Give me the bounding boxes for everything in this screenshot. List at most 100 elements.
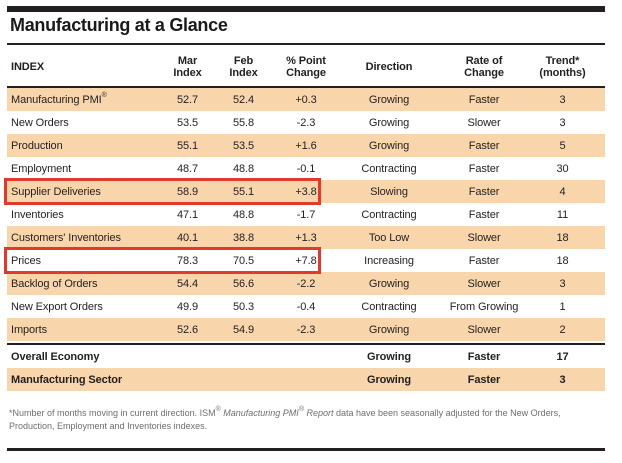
cell-change: +3.8 (295, 185, 317, 198)
table-header-row: INDEX Mar Index Feb Index % Point Change… (7, 48, 605, 88)
header-line: Feb (233, 55, 254, 67)
cell-trend: 4 (559, 185, 566, 198)
cell-trend: 5 (559, 139, 566, 152)
col-header-rate-of-change: Rate of Change (438, 55, 530, 79)
title-rule (7, 43, 605, 45)
cell-feb: 52.4 (232, 93, 254, 106)
cell-direction: Slowing (370, 185, 408, 198)
cell-mar: 54.4 (176, 277, 198, 290)
cell-feb: 50.3 (232, 300, 254, 313)
cell-feb: 38.8 (232, 231, 254, 244)
footnote-segment: *Number of months moving in current dire… (9, 408, 216, 418)
cell-direction: Contracting (361, 162, 417, 175)
cell-trend: 3 (559, 116, 566, 129)
header-line: Change (464, 67, 504, 79)
cell-change: +1.6 (295, 139, 317, 152)
cell-change: -2.3 (296, 116, 316, 129)
cell-rate: Faster (467, 373, 501, 386)
top-rule (7, 6, 605, 12)
cell-feb: 70.5 (232, 254, 254, 267)
index-label: Manufacturing PMI (11, 93, 102, 106)
cell-direction: Too Low (368, 231, 410, 244)
cell-trend: 3 (559, 93, 566, 106)
cell-direction: Growing (367, 373, 411, 386)
cell-index: Supplier Deliveries (11, 185, 101, 198)
registered-mark: ® (101, 91, 107, 99)
cell-index: Employment (11, 162, 72, 175)
cell-trend: 30 (556, 162, 569, 175)
table-row-inventories: Inventories 47.1 48.8 -1.7 Contracting F… (7, 203, 605, 226)
cell-change: +7.8 (295, 254, 317, 267)
cell-direction: Contracting (361, 300, 417, 313)
cell-feb: 56.6 (232, 277, 254, 290)
cell-rate: From Growing (449, 300, 519, 313)
cell-index: Manufacturing PMI® (7, 91, 160, 106)
cell-rate: Faster (468, 162, 500, 175)
cell-rate: Slower (467, 116, 501, 129)
cell-change: -0.4 (296, 300, 316, 313)
cell-mar: 52.7 (176, 93, 198, 106)
cell-rate: Faster (468, 254, 500, 267)
table-row-backlog-of-orders: Backlog of Orders 54.4 56.6 -2.2 Growing… (7, 272, 605, 295)
cell-change: +0.3 (295, 93, 317, 106)
cell-index: Customers' Inventories (11, 231, 121, 244)
header-line: Index (229, 67, 258, 79)
header-line: (months) (539, 67, 586, 79)
bottom-rule (7, 448, 605, 451)
cell-index: Prices (11, 254, 41, 267)
cell-mar: 78.3 (176, 254, 198, 267)
table-row-manufacturing-sector: Manufacturing Sector Growing Faster 3 (7, 368, 605, 391)
cell-index: Backlog of Orders (11, 277, 98, 290)
header-line: % Point (286, 55, 326, 67)
header-line: Rate of (465, 55, 503, 67)
cell-index: Production (11, 139, 63, 152)
cell-change: +1.3 (295, 231, 317, 244)
table-row-overall-economy: Overall Economy Growing Faster 17 (7, 343, 605, 368)
registered-mark: ® (215, 406, 221, 413)
cell-rate: Faster (468, 139, 500, 152)
glance-table: INDEX Mar Index Feb Index % Point Change… (4, 48, 605, 391)
cell-direction: Growing (368, 323, 410, 336)
cell-index: Overall Economy (11, 350, 100, 363)
table-row-production: Production 55.1 53.5 +1.6 Growing Faster… (7, 134, 605, 157)
cell-rate: Faster (467, 350, 501, 363)
col-header-feb-index: Feb Index (215, 55, 272, 79)
header-line: Change (286, 67, 326, 79)
table-row-manufacturing-pmi: Manufacturing PMI® 52.7 52.4 +0.3 Growin… (7, 88, 605, 111)
cell-mar: 58.9 (176, 185, 198, 198)
table-row-new-orders: New Orders 53.5 55.8 -2.3 Growing Slower… (7, 111, 605, 134)
cell-direction: Increasing (364, 254, 414, 267)
cell-trend: 18 (556, 254, 569, 267)
cell-feb: 55.8 (232, 116, 254, 129)
cell-index: Inventories (11, 208, 64, 221)
col-header-direction: Direction (365, 61, 413, 73)
header-line: Trend* (545, 55, 580, 67)
cell-change: -0.1 (296, 162, 316, 175)
table-row-imports: Imports 52.6 54.9 -2.3 Growing Slower 2 (7, 318, 605, 341)
cell-rate: Slower (467, 277, 501, 290)
footnote-segment: Report (303, 408, 334, 418)
footnote-segment: Manufacturing PMI (220, 408, 299, 418)
cell-feb: 54.9 (232, 323, 254, 336)
cell-mar: 55.1 (176, 139, 198, 152)
cell-trend: 17 (556, 350, 569, 363)
cell-trend: 1 (559, 300, 566, 313)
cell-feb: 53.5 (232, 139, 254, 152)
cell-index: New Orders (11, 116, 69, 129)
cell-direction: Growing (367, 350, 411, 363)
cell-feb: 48.8 (232, 208, 254, 221)
cell-feb: 55.1 (232, 185, 254, 198)
cell-rate: Faster (468, 93, 500, 106)
cell-mar: 52.6 (176, 323, 198, 336)
cell-trend: 11 (556, 208, 569, 221)
cell-direction: Growing (368, 139, 410, 152)
cell-trend: 3 (559, 277, 566, 290)
cell-rate: Faster (468, 185, 500, 198)
col-header-trend-months: Trend* (months) (530, 55, 605, 79)
cell-mar: 48.7 (176, 162, 198, 175)
cell-rate: Faster (468, 208, 500, 221)
cell-mar: 47.1 (176, 208, 198, 221)
cell-direction: Growing (368, 93, 410, 106)
cell-index: New Export Orders (11, 300, 103, 313)
